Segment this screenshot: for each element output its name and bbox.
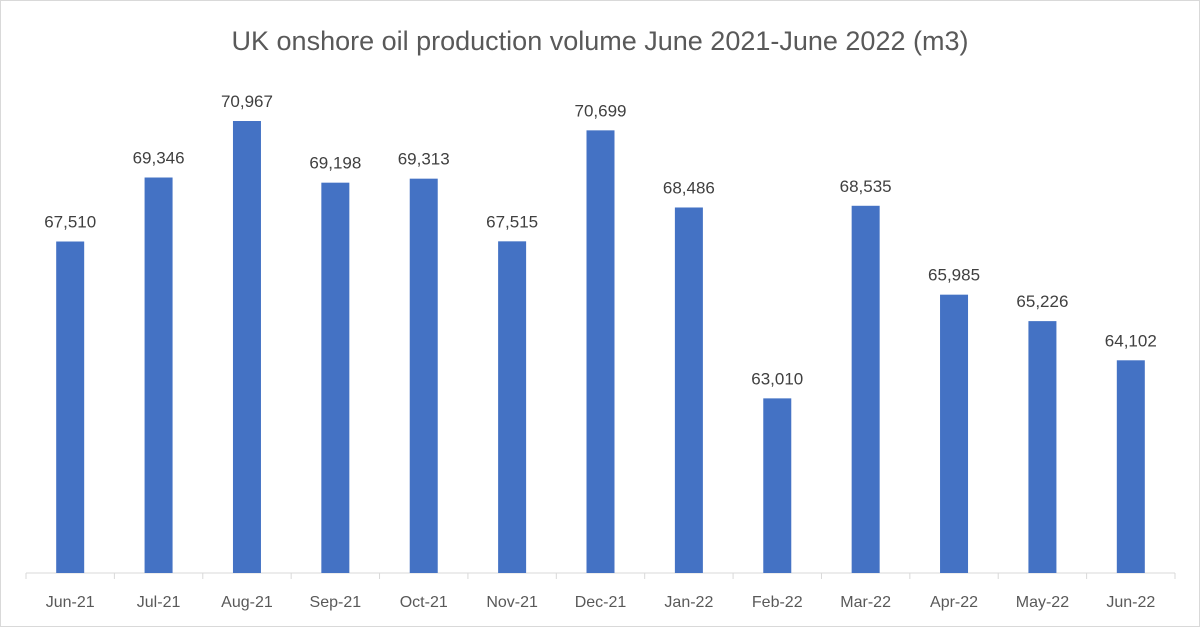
data-label: 68,535 (840, 177, 892, 196)
x-tick-label: Nov-21 (486, 594, 538, 611)
data-label: 63,010 (751, 369, 803, 388)
bar-apr-22 (940, 294, 969, 573)
bar-jun-22 (1116, 360, 1145, 573)
data-label: 65,985 (928, 266, 980, 285)
data-label: 70,967 (221, 92, 273, 111)
data-label: 70,699 (575, 101, 627, 120)
x-tick-label: Aug-21 (221, 594, 273, 611)
data-label: 69,313 (398, 150, 450, 169)
data-label: 65,226 (1016, 292, 1068, 311)
x-tick-label: Jun-21 (46, 594, 95, 611)
x-tick-label: Mar-22 (840, 594, 891, 611)
x-tick-label: Jan-22 (664, 594, 713, 611)
bar-oct-21 (409, 178, 438, 574)
bar-feb-22 (763, 398, 792, 573)
x-tick-label: Apr-22 (930, 594, 978, 611)
data-label: 67,515 (486, 212, 538, 231)
x-tick-label: Oct-21 (400, 594, 448, 611)
bar-jan-22 (674, 207, 703, 573)
data-label: 69,346 (133, 149, 185, 168)
x-tick-label: Jun-22 (1106, 594, 1155, 611)
data-label: 64,102 (1105, 331, 1157, 350)
x-tick-label: Sep-21 (310, 594, 362, 611)
x-tick-label: May-22 (1016, 594, 1069, 611)
chart-title: UK onshore oil production volume June 20… (232, 26, 969, 56)
bar-aug-21 (232, 121, 261, 573)
bar-may-22 (1028, 321, 1057, 573)
x-tick-label: Feb-22 (752, 594, 803, 611)
data-label: 69,198 (309, 154, 361, 173)
data-label: 67,510 (44, 213, 96, 232)
x-tick-label: Jul-21 (137, 594, 181, 611)
bar-dec-21 (586, 130, 615, 574)
bar-sep-21 (321, 182, 350, 573)
bar-jun-21 (56, 241, 85, 573)
x-tick-label: Dec-21 (575, 594, 627, 611)
bar-jul-21 (144, 177, 173, 573)
bar-mar-22 (851, 205, 880, 573)
bar-nov-21 (498, 241, 527, 573)
data-label: 68,486 (663, 178, 715, 197)
